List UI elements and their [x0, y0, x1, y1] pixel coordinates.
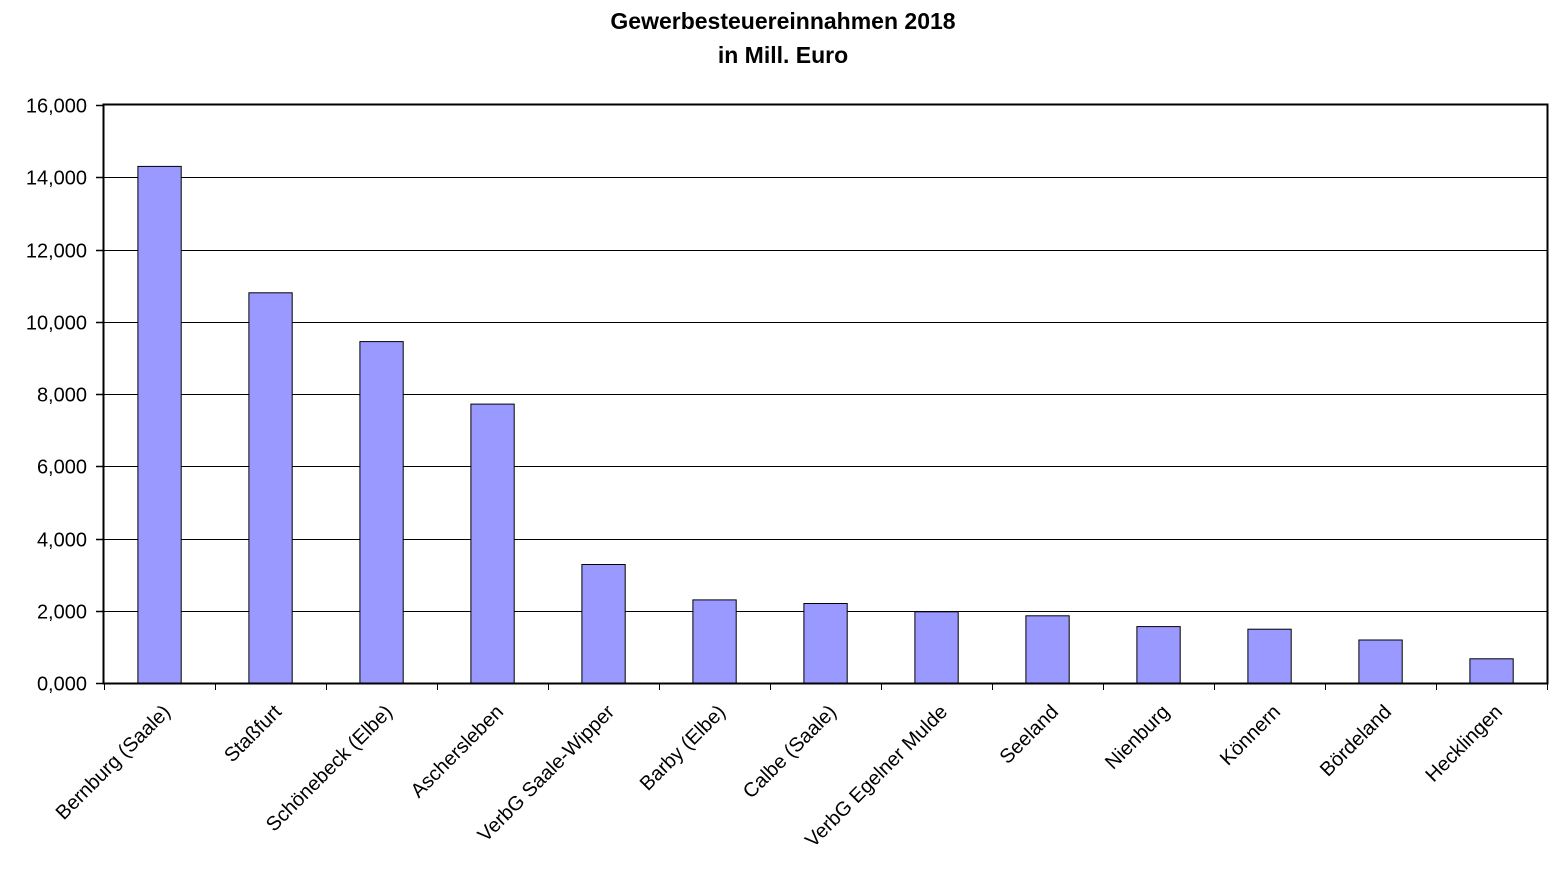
gridlines — [104, 177, 1547, 612]
y-tick-label: 14,000 — [26, 168, 87, 190]
x-category-label: Seeland — [996, 701, 1063, 768]
y-axis: 0,000 2,000 4,000 6,000 8,000 10,000 12,000 14,… — [26, 96, 104, 696]
bar — [692, 599, 737, 684]
y-tick-label: 12,000 — [26, 241, 87, 263]
chart-subtitle: in Mill. Euro — [718, 42, 848, 68]
y-tick-label: 6,000 — [37, 457, 87, 479]
x-category-label: Schönebeck (Elbe) — [262, 701, 397, 836]
x-category-label: Bernburg (Saale) — [52, 701, 175, 824]
bar — [248, 292, 293, 684]
chart-title: Gewerbesteuereinnahmen 2018 — [610, 8, 955, 34]
y-tick-label: 2,000 — [37, 602, 87, 624]
bar — [581, 564, 626, 684]
bars — [137, 165, 1514, 684]
bar — [1358, 639, 1403, 684]
x-category-label: Aschersleben — [407, 701, 508, 802]
x-category-label: Nienburg — [1101, 701, 1174, 774]
x-category-label: Hecklingen — [1422, 701, 1508, 787]
bar — [1136, 626, 1181, 684]
y-tick-label: 4,000 — [37, 530, 87, 552]
y-tick-label: 0,000 — [37, 674, 87, 696]
bar — [470, 403, 515, 684]
y-tick-label: 10,000 — [26, 313, 87, 335]
bar — [1247, 628, 1292, 684]
x-category-label: Könnern — [1216, 701, 1285, 770]
bar — [803, 603, 848, 684]
x-category-label: Bördeland — [1316, 701, 1396, 781]
bar — [1469, 658, 1514, 684]
y-tick-label: 8,000 — [37, 385, 87, 407]
x-category-label: Staßfurt — [220, 701, 286, 767]
bar — [1025, 615, 1070, 684]
bar — [359, 341, 404, 684]
y-tick-label: 16,000 — [26, 96, 87, 118]
bar — [137, 165, 182, 684]
bar — [914, 611, 959, 684]
x-category-label: Barby (Elbe) — [636, 701, 730, 795]
x-category-label: Calbe (Saale) — [739, 701, 841, 803]
